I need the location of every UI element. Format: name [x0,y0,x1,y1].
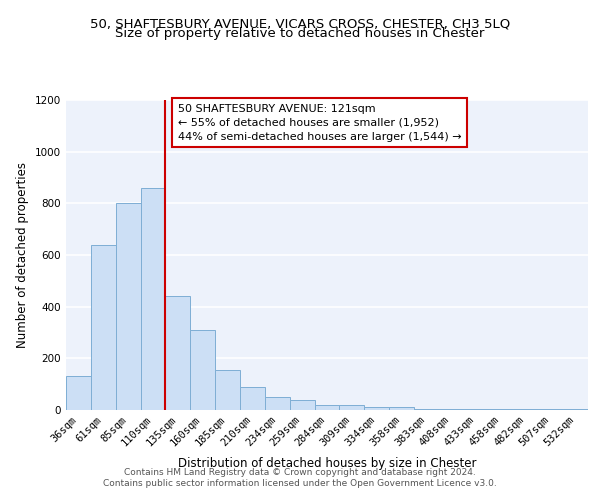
Text: 50, SHAFTESBURY AVENUE, VICARS CROSS, CHESTER, CH3 5LQ: 50, SHAFTESBURY AVENUE, VICARS CROSS, CH… [90,18,510,30]
Bar [290,400,314,410]
X-axis label: Distribution of detached houses by size in Chester: Distribution of detached houses by size … [178,457,476,470]
Bar [364,408,389,410]
Bar [314,405,340,410]
Bar [439,408,464,410]
Text: 50 SHAFTESBURY AVENUE: 121sqm
← 55% of detached houses are smaller (1,952)
44% o: 50 SHAFTESBURY AVENUE: 121sqm ← 55% of d… [178,104,461,142]
Bar [240,387,265,410]
Text: Size of property relative to detached houses in Chester: Size of property relative to detached ho… [115,28,485,40]
Y-axis label: Number of detached properties: Number of detached properties [16,162,29,348]
Bar [464,409,488,410]
Bar [116,204,140,410]
Bar [190,330,215,410]
Bar [414,408,439,410]
Bar [389,408,414,410]
Bar [166,296,190,410]
Bar [91,244,116,410]
Bar [488,409,514,410]
Bar [66,376,91,410]
Bar [215,370,240,410]
Bar [140,188,166,410]
Bar [265,397,290,410]
Text: Contains HM Land Registry data © Crown copyright and database right 2024.
Contai: Contains HM Land Registry data © Crown c… [103,468,497,487]
Bar [340,405,364,410]
